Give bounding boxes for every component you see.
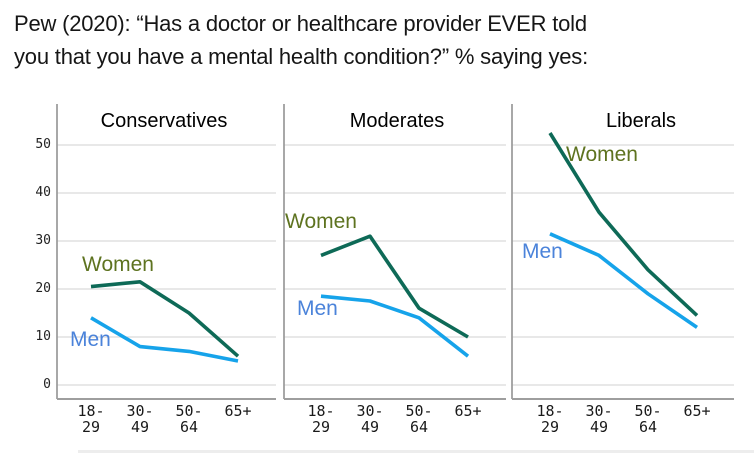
title-line-1: Pew (2020): “Has a doctor or healthcare …: [14, 11, 587, 36]
x-axis-label: 50- 64: [175, 402, 203, 436]
y-axis-label: 50: [35, 137, 51, 152]
cropped-bottom-element: [78, 450, 754, 453]
y-axis-label: 20: [35, 281, 51, 296]
women-line: [90, 279, 240, 358]
panel-title-conservatives: Conservatives: [100, 110, 228, 132]
women-line: [320, 234, 469, 339]
x-axis-label: 65+: [683, 402, 711, 420]
x-axis-label: 30- 49: [585, 402, 613, 436]
y-axis-label: 30: [35, 233, 51, 248]
women-line: [548, 132, 699, 317]
men-line: [549, 232, 699, 329]
panel-title-liberals: Liberals: [605, 110, 677, 132]
panel-title-moderates: Moderates: [349, 110, 445, 132]
y-axis-label: 40: [35, 185, 51, 200]
men-line: [320, 294, 470, 358]
x-axis-label: 65+: [454, 402, 482, 420]
series-label-women-conservatives: Women: [82, 253, 154, 276]
series-label-women-liberals: Women: [566, 143, 638, 166]
series-label-men-conservatives: Men: [70, 328, 111, 351]
y-axis-label: 10: [35, 329, 51, 344]
page-title: Pew (2020): “Has a doctor or healthcare …: [14, 7, 744, 73]
series-label-men-moderates: Men: [297, 297, 338, 320]
series-label-women-moderates: Women: [285, 210, 357, 233]
x-axis-label: 65+: [224, 402, 252, 420]
x-axis-label: 50- 64: [405, 402, 433, 436]
x-axis-label: 18- 29: [77, 402, 105, 436]
x-axis-label: 18- 29: [307, 402, 335, 436]
x-axis-label: 30- 49: [356, 402, 384, 436]
x-axis-label: 50- 64: [634, 402, 662, 436]
x-axis-label: 30- 49: [126, 402, 154, 436]
title-line-2: you that you have a mental health condit…: [14, 44, 589, 69]
series-label-men-liberals: Men: [522, 240, 563, 263]
x-axis-label: 18- 29: [536, 402, 564, 436]
men-line: [90, 316, 239, 363]
y-axis-label: 0: [43, 377, 51, 392]
